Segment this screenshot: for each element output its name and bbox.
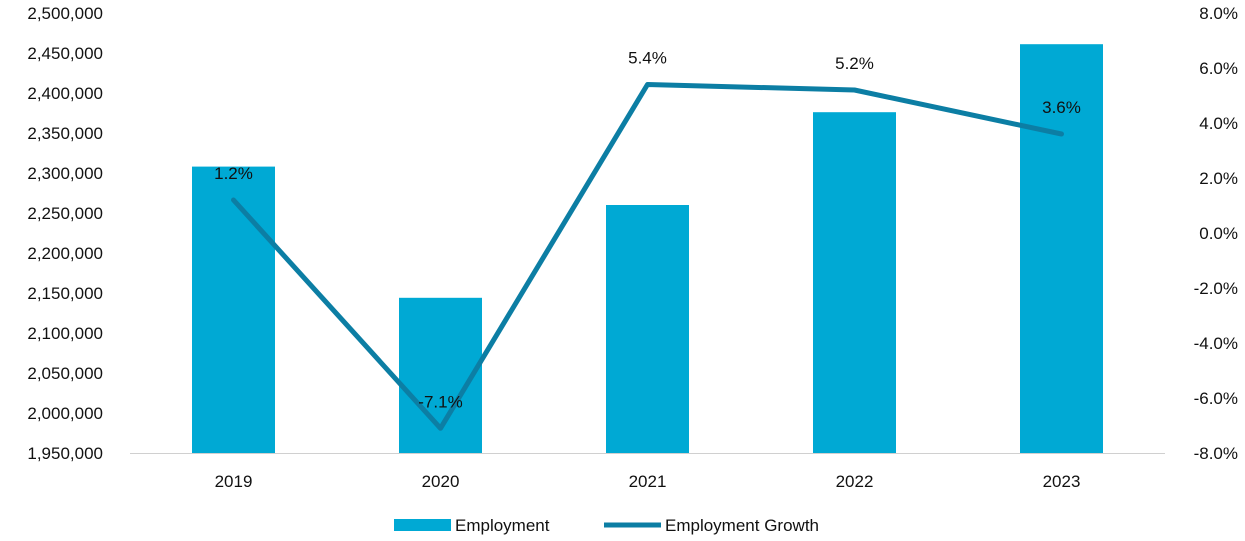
left-axis: 2,500,000 2,450,000 2,400,000 2,350,000 2,30… (27, 4, 103, 463)
right-axis-tick-label: 2.0% (1199, 169, 1238, 188)
left-axis-tick-label: 2,250,000 (27, 204, 103, 223)
left-axis-tick-label: 2,450,000 (27, 44, 103, 63)
x-axis-tick-label: 2021 (629, 472, 667, 491)
left-axis-tick-label: 2,300,000 (27, 164, 103, 183)
left-axis-tick-label: 2,200,000 (27, 244, 103, 263)
employment-bar (606, 205, 689, 453)
growth-data-label: 1.2% (214, 164, 253, 183)
left-axis-tick-label: 2,050,000 (27, 364, 103, 383)
right-axis-tick-label: 4.0% (1199, 114, 1238, 133)
employment-bar (1020, 44, 1103, 453)
employment-bars (192, 44, 1103, 453)
left-axis-tick-label: 2,000,000 (27, 404, 103, 423)
right-axis-tick-label: -8.0% (1194, 444, 1238, 463)
x-axis-tick-label: 2023 (1043, 472, 1081, 491)
right-axis: 8.0% 6.0% 4.0% 2.0% 0.0% -2.0% -4.0% -6.0% -8.0% (1194, 4, 1238, 463)
left-axis-tick-label: 2,400,000 (27, 84, 103, 103)
growth-data-label: -7.1% (418, 392, 462, 411)
right-axis-tick-label: 8.0% (1199, 4, 1238, 23)
x-axis-tick-label: 2022 (836, 472, 874, 491)
x-axis: 2019 2020 2021 2022 2023 (215, 472, 1081, 491)
right-axis-tick-label: -4.0% (1194, 334, 1238, 353)
left-axis-tick-label: 2,350,000 (27, 124, 103, 143)
legend-label-employment: Employment (455, 516, 550, 535)
employment-bar (813, 112, 896, 453)
employment-bar (192, 166, 275, 453)
right-axis-tick-label: -2.0% (1194, 279, 1238, 298)
legend: Employment Employment Growth (394, 516, 819, 535)
left-axis-tick-label: 2,100,000 (27, 324, 103, 343)
right-axis-tick-label: 0.0% (1199, 224, 1238, 243)
left-axis-tick-label: 2,500,000 (27, 4, 103, 23)
right-axis-tick-label: -6.0% (1194, 389, 1238, 408)
employment-growth-line (231, 82, 1064, 431)
x-axis-tick-label: 2020 (422, 472, 460, 491)
growth-data-label: 5.4% (628, 49, 667, 68)
right-axis-tick-label: 6.0% (1199, 59, 1238, 78)
left-axis-tick-label: 2,150,000 (27, 284, 103, 303)
growth-data-labels: 1.2% -7.1% 5.4% 5.2% 3.6% (214, 49, 1081, 412)
growth-data-label: 3.6% (1042, 98, 1081, 117)
x-axis-tick-label: 2019 (215, 472, 253, 491)
legend-swatch-employment (394, 519, 451, 531)
growth-data-label: 5.2% (835, 54, 874, 73)
left-axis-tick-label: 1,950,000 (27, 444, 103, 463)
legend-label-employment-growth: Employment Growth (665, 516, 819, 535)
